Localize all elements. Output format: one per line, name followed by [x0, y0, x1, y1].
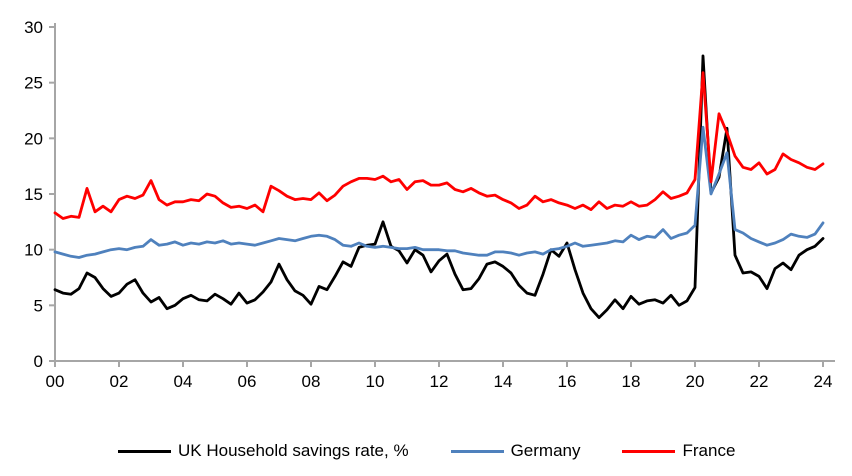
x-tick-label: 06: [238, 372, 257, 391]
legend-label-france: France: [682, 441, 736, 460]
chart-legend: UK Household savings rate, % Germany Fra…: [0, 436, 852, 466]
y-tick-label: 25: [24, 74, 43, 93]
x-tick-label: 00: [46, 372, 65, 391]
x-tick-label: 20: [686, 372, 705, 391]
x-tick-label: 22: [750, 372, 769, 391]
x-tick-label: 14: [494, 372, 513, 391]
y-tick-label: 10: [24, 241, 43, 260]
x-tick-label: 16: [558, 372, 577, 391]
y-tick-label: 20: [24, 129, 43, 148]
x-tick-label: 18: [622, 372, 641, 391]
y-tick-label: 15: [24, 185, 43, 204]
legend-label-uk: UK Household savings rate, %: [178, 441, 409, 460]
x-tick-label: 10: [366, 372, 385, 391]
chart-plot: 0 5 10 15 20 25 30 00 02 04 06 08 10 12 14 16 18 20 22 24: [24, 18, 835, 391]
legend-line-sample-france: [622, 449, 676, 453]
series-line-france: [53, 71, 825, 220]
x-tick-label: 02: [110, 372, 129, 391]
legend-item-germany: Germany: [450, 441, 581, 461]
legend-item-uk: UK Household savings rate, %: [118, 441, 409, 461]
y-tick-label: 0: [34, 352, 43, 371]
legend-line-sample-uk: [118, 449, 171, 453]
legend-label-germany: Germany: [510, 441, 581, 460]
x-tick-label: 12: [430, 372, 449, 391]
y-tick-label: 30: [24, 18, 43, 37]
x-tick-label: 24: [814, 372, 833, 391]
legend-item-france: France: [622, 441, 735, 461]
series-line-uk-household-savings-rate: [53, 54, 825, 320]
x-tick-label: 04: [174, 372, 193, 391]
y-tick-label: 5: [34, 296, 43, 315]
series-line-germany: [53, 125, 825, 259]
legend-line-sample-germany: [450, 449, 504, 453]
x-tick-label: 08: [302, 372, 321, 391]
